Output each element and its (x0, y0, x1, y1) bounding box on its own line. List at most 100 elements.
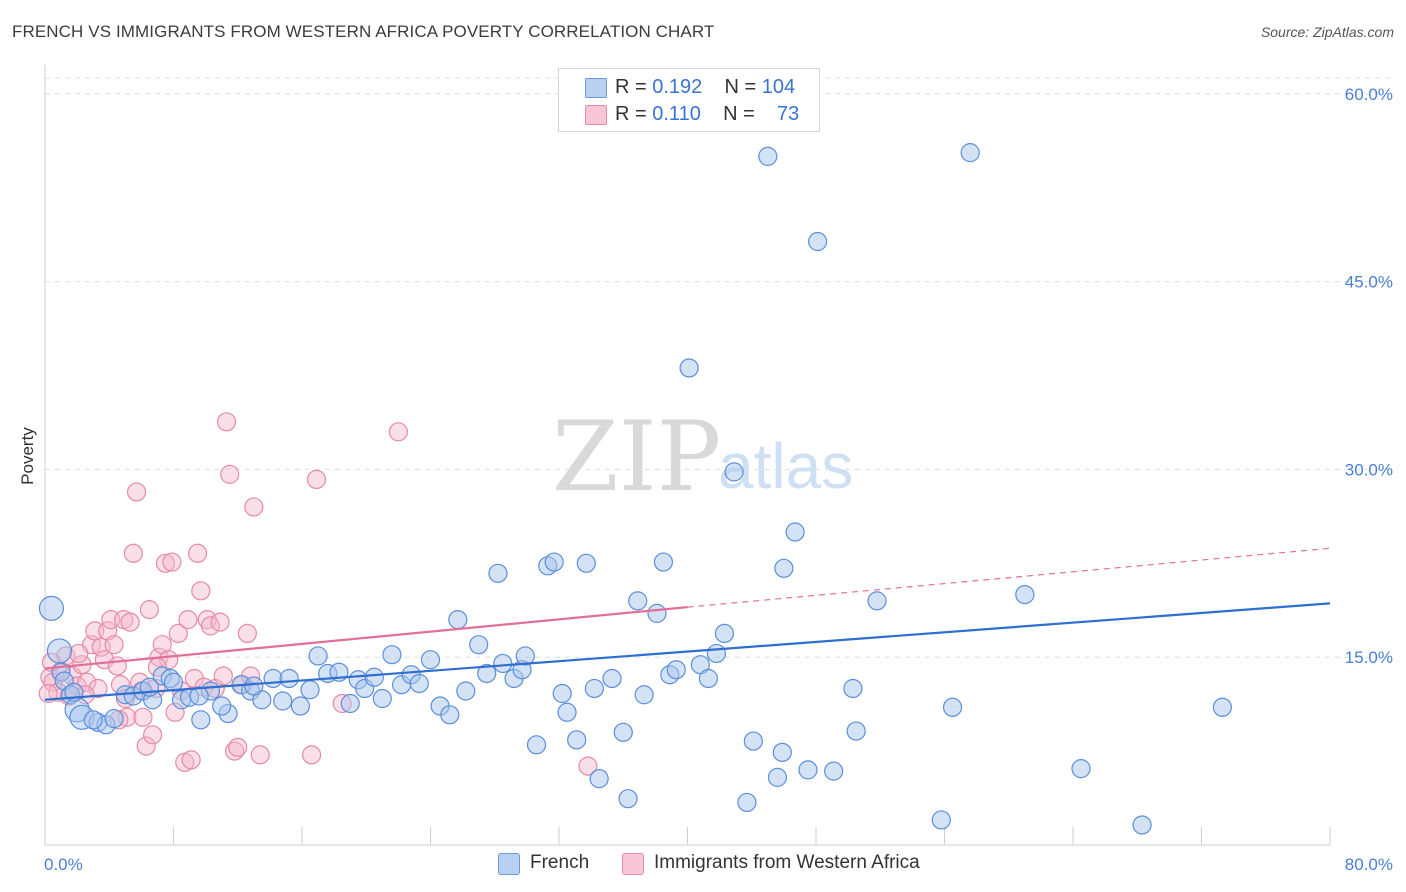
french-point (191, 710, 211, 730)
immigrants-point (213, 666, 233, 686)
legend-text-immigrants: R = 0.110 N = 73 (615, 103, 799, 126)
french-point (308, 646, 328, 666)
legend-n-label: N = (724, 76, 757, 98)
legend-swatch-french (498, 853, 520, 875)
legend-r-label: R = (615, 103, 647, 125)
french-point (364, 667, 384, 687)
immigrants-point (237, 623, 257, 644)
french-point (846, 721, 866, 741)
legend-r-value: 0.110 (652, 103, 701, 125)
y-axis-label: Poverty (18, 427, 37, 485)
french-point (1212, 697, 1232, 717)
french-point (456, 681, 476, 701)
french-point (189, 686, 209, 706)
immigrants-point (107, 656, 127, 676)
immigrants-point (104, 635, 124, 655)
french-point (808, 231, 828, 252)
immigrants-point (178, 610, 198, 630)
french-point (515, 646, 535, 666)
french-point (679, 358, 699, 378)
french-point (698, 668, 718, 689)
immigrants-point (155, 553, 176, 573)
immigrants-point (143, 725, 163, 745)
french-point (653, 552, 674, 572)
french-point (104, 708, 124, 729)
y-tick-label: 45.0% (1345, 273, 1393, 292)
french-point (83, 710, 103, 730)
immigrants-point (578, 756, 598, 776)
french-point (767, 767, 788, 787)
legend-r-value: 0.192 (652, 76, 703, 98)
immigrants-point (120, 612, 140, 632)
french-point (552, 683, 572, 704)
immigrants-point (224, 741, 245, 761)
y-tick-label: 30.0% (1345, 460, 1393, 479)
x-tick-label: 80.0% (1345, 855, 1393, 874)
french-point (960, 143, 980, 163)
french-point (46, 638, 73, 664)
french-point (163, 672, 184, 692)
immigrants-point (210, 612, 230, 632)
immigrants-point (187, 543, 208, 563)
french-point (279, 668, 299, 689)
french-point (942, 697, 963, 717)
legend-row-immigrants: R = 0.110 N = 73 (585, 103, 799, 127)
french-point (618, 789, 638, 809)
chart-title: FRENCH VS IMMIGRANTS FROM WESTERN AFRICA… (12, 22, 715, 41)
french-point (824, 761, 844, 781)
legend-n-value: 73 (776, 103, 800, 125)
french-point (567, 730, 587, 750)
french-point (300, 680, 320, 700)
french-point (409, 673, 429, 694)
immigrants-point (136, 736, 156, 756)
immigrants-point (139, 600, 160, 620)
french-point (743, 731, 763, 751)
immigrants-point (388, 422, 408, 442)
immigrants-point (69, 643, 89, 664)
immigrants-point (123, 543, 143, 563)
legend-label-french: French (530, 852, 590, 873)
french-point (544, 552, 564, 572)
gridlines (45, 77, 1395, 658)
french-point (867, 591, 887, 611)
french-point (1015, 584, 1035, 605)
french-point (212, 696, 232, 716)
watermark-zip: ZIP (552, 401, 721, 513)
french-point (448, 610, 468, 630)
french-point (263, 668, 283, 689)
french-point (440, 705, 460, 725)
french-point (647, 603, 667, 623)
french-point (706, 643, 727, 664)
immigrants-trend-line (44, 606, 688, 670)
stats-legend: R = 0.192 N = 104 R = 0.110 N = 73 (558, 68, 820, 132)
french-point (488, 563, 508, 583)
french-point (843, 678, 863, 699)
immigrants-point (162, 552, 182, 572)
immigrants-point (216, 412, 237, 432)
immigrants-point (200, 616, 221, 636)
trend-lines (44, 547, 1331, 701)
source-label: Source: ZipAtlas.com (1260, 24, 1394, 40)
french-point (244, 676, 264, 696)
y-tick-labels: 15.0% 30.0% 45.0% 60.0% (1345, 85, 1393, 667)
french-trend-line (44, 602, 1331, 701)
french-point (589, 769, 609, 789)
french-point (576, 553, 596, 573)
immigrants-point (250, 745, 270, 765)
axes (44, 65, 1331, 846)
french-point (774, 558, 794, 578)
x-tick-labels: 0.0% 80.0% (44, 855, 1393, 874)
french-point (584, 678, 604, 699)
french-point (477, 663, 497, 684)
french-point (634, 685, 654, 705)
immigrants-point (126, 482, 147, 502)
french-point (382, 645, 402, 665)
legend-row-french: R = 0.192 N = 104 (585, 76, 795, 100)
french-point (714, 623, 735, 644)
french-point (38, 595, 65, 621)
french-point (724, 462, 744, 482)
french-point (469, 635, 489, 655)
legend-label-immigrants: Immigrants from Western Africa (654, 852, 920, 873)
immigrants-point (302, 745, 322, 765)
